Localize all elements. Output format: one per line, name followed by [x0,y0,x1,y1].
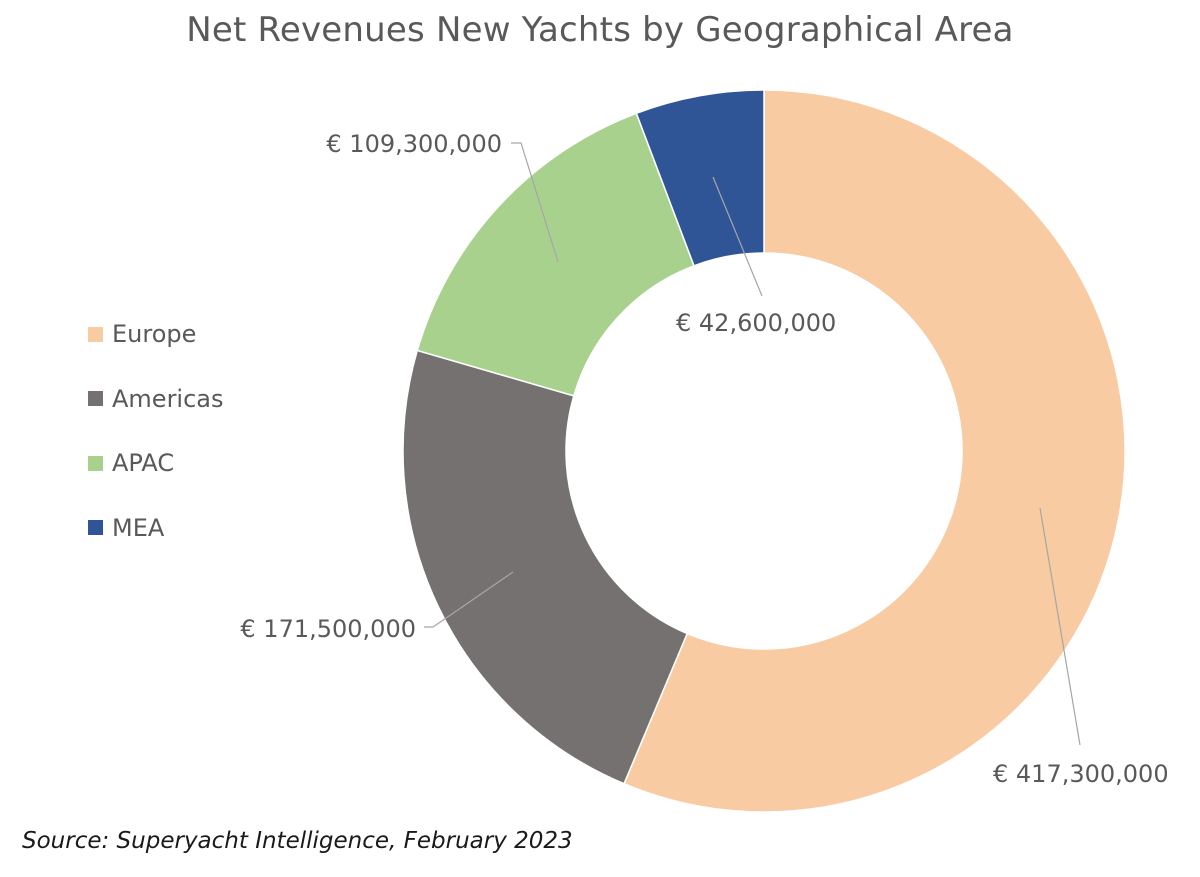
leader-line-americas [424,571,514,628]
slice-europe [623,89,1126,813]
legend-label: MEA [112,513,165,542]
legend-item-europe: Europe [88,318,224,350]
legend-swatch [88,391,103,406]
data-labels: € 417,300,000 € 171,500,000 € 109,300,000 €… [240,130,1168,788]
legend-swatch [88,326,103,342]
legend: Europe Americas APAC MEA [88,318,224,576]
leader-line-mea [712,176,763,297]
data-label-americas: € 171,500,000 [240,615,416,643]
legend-item-americas: Americas [88,383,224,415]
legend-swatch [88,520,103,535]
data-label-europe: € 417,300,000 [993,760,1169,788]
chart-title: Net Revenues New Yachts by Geographical … [186,10,1014,50]
leader-lines [424,142,1081,746]
legend-label: APAC [112,449,175,477]
data-label-mea: € 42,600,000 [676,309,836,337]
leader-line-europe [1039,507,1081,746]
legend-item-mea: MEA [88,512,224,544]
data-label-apac: € 109,300,000 [326,130,502,158]
legend-swatch [88,455,103,471]
legend-label: Americas [112,384,224,413]
legend-item-apac: APAC [88,447,224,479]
leader-line-apac [511,142,559,263]
legend-label: Europe [112,320,197,348]
source-note: Source: Superyacht Intelligence, Februar… [22,828,573,854]
donut-slices [402,89,1126,813]
slice-americas [402,349,689,785]
